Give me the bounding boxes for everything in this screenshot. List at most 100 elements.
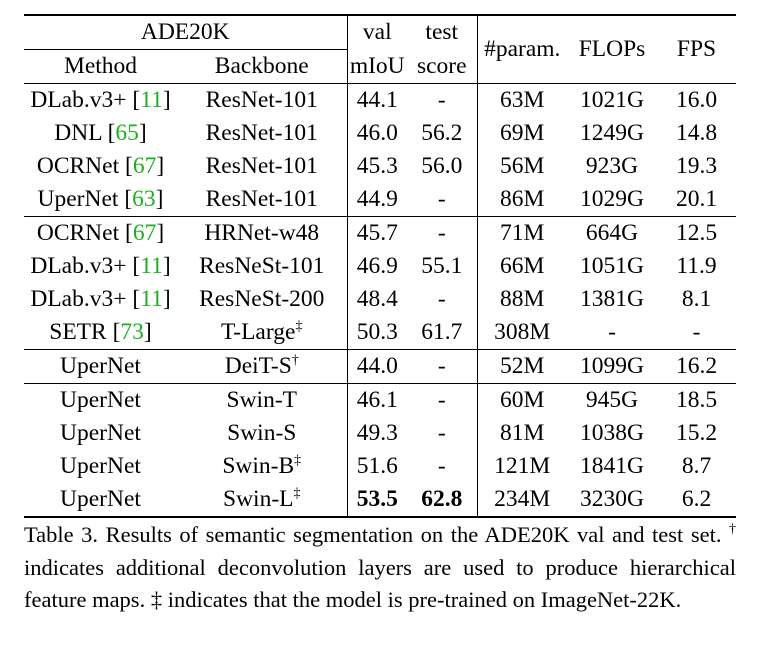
citation-link[interactable]: 73 [120,318,144,345]
citation-link[interactable]: 11 [140,285,163,312]
test-score-cell-value: - [437,352,446,379]
fps-cell-value: - [692,318,701,345]
val-miou-cell-value: 44.0 [356,352,398,379]
test-score-cell: - [407,349,477,384]
fps-cell: 19.3 [657,150,736,183]
method-name: DLab.v3+ [30,252,127,279]
backbone-cell: Swin-S [177,417,347,450]
backbone-name: Swin-L [223,485,294,512]
citation-link[interactable]: 65 [115,119,139,146]
test-score-cell: 56.2 [407,117,477,150]
dataset-header: ADE20K [24,14,347,50]
val-miou-cell: 48.4 [346,283,407,316]
flops-cell: 1021G [567,84,657,118]
table-row: DLab.v3+ [11] ResNeSt-200 48.4 - 88M 1381G 8.1 [24,283,736,316]
backbone-cell: ResNeSt-200 [177,283,347,316]
params-cell: 234M [476,483,567,518]
citation-link[interactable]: 63 [132,185,156,212]
method-cell: UperNet [24,417,177,450]
val-miou-cell-value: 51.6 [356,452,398,479]
test-score-cell: 61.7 [407,316,477,350]
flops-cell: 1381G [567,283,657,316]
method-name: UperNet [60,485,141,512]
method-name: UperNet [60,452,141,479]
fps-cell: 18.5 [657,384,736,418]
val-miou-cell: 45.3 [346,150,407,183]
val-miou-cell-value: 50.3 [356,318,398,345]
flops-cell: 664G [567,217,657,251]
backbone-name: Swin-T [226,386,298,413]
table-row: UperNet [63] ResNet-101 44.9 - 86M 1029G 20.1 [24,183,736,217]
params-cell: 81M [476,417,567,450]
flops-header: FLOPs [567,14,657,84]
footnote-mark: ‡ [294,452,302,468]
flops-cell-value: 945G [585,386,639,413]
method-cell: UperNet [24,349,177,384]
backbone-name: ResNeSt-200 [199,285,325,312]
test-score-cell-value: 62.8 [421,485,463,512]
table-row: UperNet Swin-B‡ 51.6 - 121M 1841G 8.7 [24,450,736,483]
val-miou-cell-value: 45.7 [356,219,398,246]
citation-link[interactable]: 11 [140,86,163,113]
fps-cell: 16.0 [657,84,736,118]
citation-link[interactable]: 11 [140,252,163,279]
method-cell: DLab.v3+ [11] [30,86,171,113]
citation-link[interactable]: 67 [132,219,157,246]
test-score-cell: - [407,384,477,418]
backbone-cell: ResNeSt-101 [177,250,347,283]
method-name: DNL [54,119,102,146]
test-score-cell: 56.0 [407,150,477,183]
backbone-name: ResNet-101 [205,86,318,113]
flops-cell-value: 1841G [580,452,644,479]
method-cell: DNL [65] [54,119,147,146]
test-score-cell: - [407,217,477,251]
fps-cell-value: 11.9 [676,252,717,279]
fps-cell-value: 12.5 [675,219,718,246]
params-cell: 86M [476,183,567,217]
val-miou-cell-value: 44.1 [356,86,398,113]
fps-cell: 14.8 [657,117,736,150]
fps-cell-value: 8.1 [681,285,712,312]
val-miou-cell: 49.3 [346,417,407,450]
flops-cell: 1038G [567,417,657,450]
results-table: ADE20K val test #param. FLOPs FPS Method… [24,14,736,518]
table-row: UperNet Swin-T 46.1 - 60M 945G 18.5 [24,383,736,418]
val-miou-cell: 45.7 [346,216,407,250]
method-name: OCRNet [36,219,120,246]
flops-cell: 1051G [567,250,657,283]
method-name: DLab.v3+ [30,86,127,113]
flops-cell: 1841G [567,450,657,483]
table-row: OCRNet [67] HRNet-w48 45.7 - 71M 664G 12.5 [24,216,736,251]
backbone-name: ResNet-101 [205,119,318,146]
fps-cell: 20.1 [657,183,736,217]
fps-cell: 6.2 [657,483,736,518]
params-cell-value: 60M [500,386,545,413]
method-cell: UperNet [24,384,177,418]
footnote-mark: ‡ [293,485,301,501]
fps-cell-value: 15.2 [675,419,718,446]
table-row: OCRNet [67] ResNet-101 45.3 56.0 56M 923G 19.3 [24,150,736,183]
val-header-top: val [346,14,407,50]
flops-cell: 923G [567,150,657,183]
citation-link[interactable]: 67 [132,152,157,179]
fps-cell: 11.9 [657,250,736,283]
table-row: DNL [65] ResNet-101 46.0 56.2 69M 1249G 14.8 [24,117,736,150]
method-cell: OCRNet [67] [36,152,165,179]
backbone-cell: ResNet-101 [177,84,347,118]
caption-part-1: Table 3. Results of semantic segmentatio… [24,522,729,547]
caption-dagger: † [729,522,736,537]
table-row: SETR [73] T-Large‡ 50.3 61.7 308M - - [24,316,736,350]
flops-cell: 3230G [567,483,657,518]
flops-cell-value: - [608,318,616,345]
fps-header: FPS [657,14,736,84]
test-header-top: test [407,14,477,50]
method-cell: SETR [73] [24,316,177,350]
test-score-cell: 55.1 [407,250,477,283]
params-cell-value: 71M [500,219,545,246]
test-score-cell-value: 56.2 [421,119,463,146]
method-name: SETR [49,318,107,345]
test-score-cell-value: - [437,86,446,113]
val-miou-cell: 44.1 [346,83,407,117]
params-cell: 88M [476,283,567,316]
